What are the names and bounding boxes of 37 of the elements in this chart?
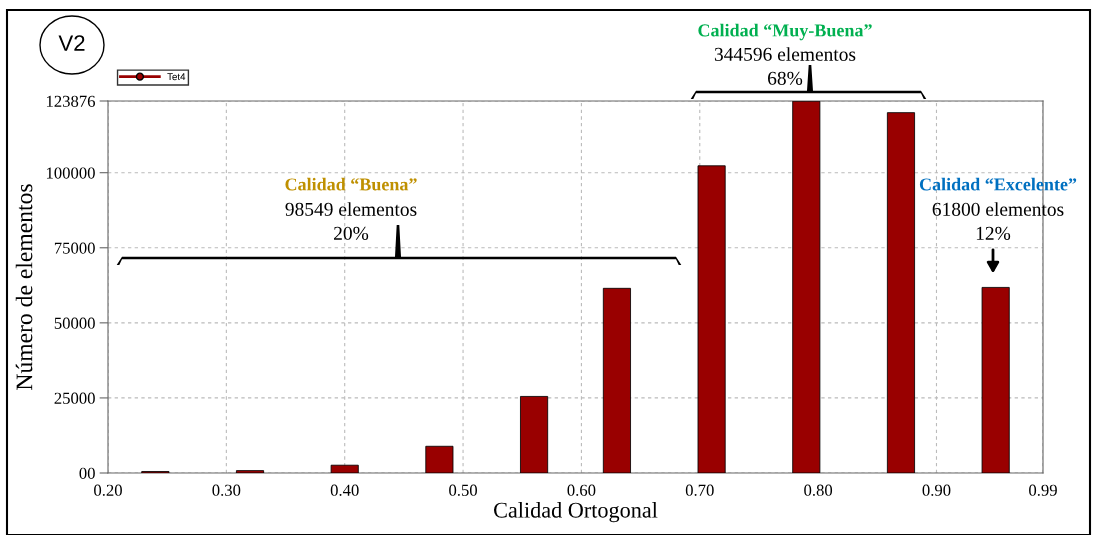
annotation: 12%: [976, 226, 1011, 240]
annotation: 98549 elementos: [285, 202, 417, 216]
annotation: Calidad “Buena”: [285, 177, 417, 191]
legend-label: Tet4: [167, 73, 186, 81]
bar: [520, 396, 549, 473]
x-tick-label: 0.70: [685, 484, 714, 496]
text: Calidad “Muy-Buena”: [698, 23, 872, 41]
x-tick-label: 0.50: [449, 484, 478, 496]
y-axis-title: Número de elementos: [15, 184, 33, 390]
bar: [697, 165, 726, 473]
x-tick-label: 0.20: [94, 484, 122, 496]
y-tick-label: 75000: [54, 242, 95, 254]
bar: [425, 445, 454, 473]
x-axis-title: Calidad Ortogonal: [494, 502, 658, 523]
y-tick-label: 123876: [46, 95, 95, 107]
bar: [981, 286, 1010, 473]
x-tick-label: 0.60: [567, 484, 596, 496]
annotation: Calidad “Excelente”: [919, 177, 1077, 191]
y-tick-label: 25000: [54, 392, 95, 404]
bar: [235, 470, 265, 473]
y-tick-label: 100000: [46, 167, 95, 179]
x-tick-label: 0.30: [212, 484, 241, 496]
bar: [886, 112, 916, 473]
text: 68%: [768, 71, 803, 85]
x-tick-label: 0.90: [922, 484, 951, 496]
bar: [330, 464, 359, 473]
x-tick-label: 0.80: [804, 484, 833, 496]
y-tick-label: 50000: [54, 317, 95, 329]
x-tick-label: 0.40: [330, 484, 359, 496]
text: 344596 elementos: [714, 47, 856, 61]
annotation: 61800 elementos: [932, 202, 1064, 216]
annotation: 20%: [334, 226, 369, 240]
text: V2: [58, 35, 85, 51]
x-tick-label: 0.99: [1029, 484, 1057, 496]
bar: [792, 101, 821, 473]
bar: [602, 287, 631, 473]
y-tick-label: 00: [79, 467, 95, 479]
